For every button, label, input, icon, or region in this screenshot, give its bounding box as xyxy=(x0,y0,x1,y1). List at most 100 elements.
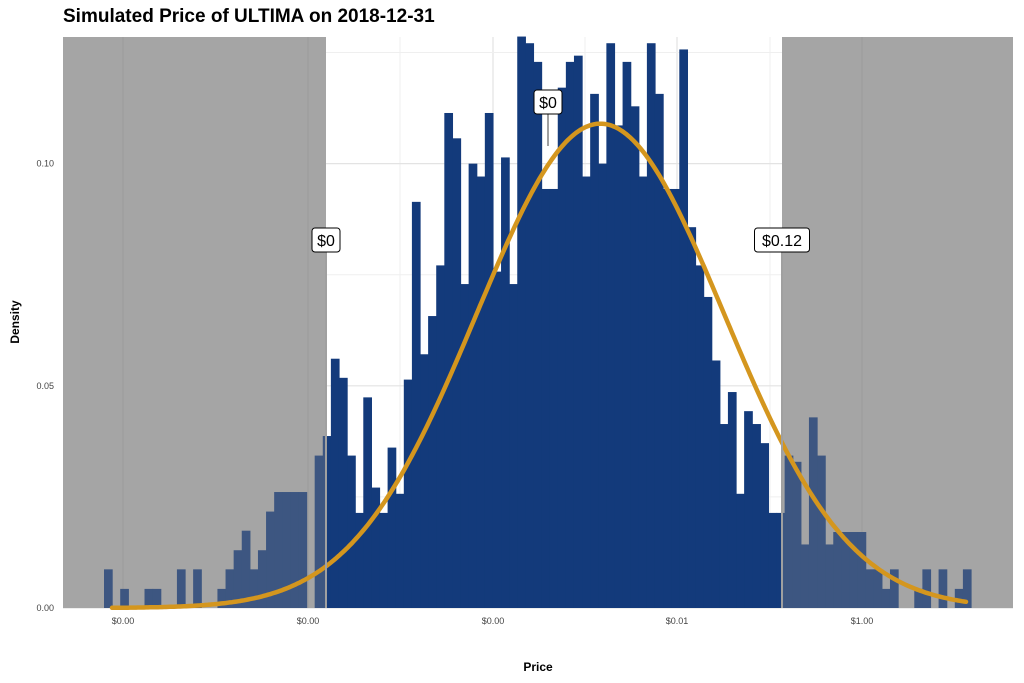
histogram-bar xyxy=(274,492,283,608)
histogram-bar xyxy=(233,550,243,608)
histogram-bar xyxy=(322,436,332,608)
tail-overlays xyxy=(63,37,1013,608)
histogram-bar xyxy=(387,447,397,608)
histogram-bar xyxy=(104,569,113,608)
histogram-bar xyxy=(225,569,235,608)
histogram-bar xyxy=(176,569,186,608)
histogram-bar xyxy=(492,271,502,608)
histogram-bar xyxy=(646,43,656,609)
histogram-bar xyxy=(525,43,535,609)
y-tick-label: 0.10 xyxy=(36,159,54,169)
histogram-bar xyxy=(768,512,778,608)
lower-bound-box xyxy=(311,227,341,253)
histogram-bar xyxy=(403,379,413,608)
histogram-bar xyxy=(541,188,551,608)
histogram-bar xyxy=(865,569,875,608)
histogram-bar xyxy=(444,112,454,608)
histogram-bar xyxy=(800,544,810,608)
lower-bound-text: $0 xyxy=(317,233,335,250)
histogram-bar xyxy=(144,588,154,608)
histogram-bar xyxy=(881,588,891,608)
histogram-bar xyxy=(476,176,486,608)
median-text: $0 xyxy=(539,95,557,112)
histogram-bar xyxy=(727,392,737,608)
histogram-bar xyxy=(573,55,583,609)
histogram-bar xyxy=(241,530,251,608)
histogram-bar xyxy=(606,43,616,609)
histogram-bar xyxy=(379,512,389,608)
x-tick-label: $0.01 xyxy=(666,616,689,626)
x-tick-label: $0.00 xyxy=(482,616,505,626)
histogram-bar xyxy=(314,455,324,608)
histogram-bar xyxy=(371,487,381,608)
histogram-bar xyxy=(638,176,648,608)
histogram-bar xyxy=(719,424,729,608)
histogram-bar xyxy=(282,492,291,608)
histogram-bar xyxy=(501,157,510,608)
histogram-bar xyxy=(598,163,607,608)
x-tick-label: $1.00 xyxy=(851,616,874,626)
lower-tail-overlay xyxy=(63,37,326,608)
histogram-bar xyxy=(744,411,753,608)
histogram-bar xyxy=(671,188,680,608)
histogram-bar xyxy=(557,87,567,609)
histogram-bar xyxy=(517,36,526,608)
histogram-bar xyxy=(428,316,437,608)
histogram-bar xyxy=(825,544,834,608)
histogram-bar xyxy=(468,163,478,608)
histogram-bar xyxy=(914,588,923,608)
histogram-bar xyxy=(509,284,518,608)
upper-bound-label: $0.12 xyxy=(754,227,810,253)
lower-bound-label: $0 xyxy=(311,227,341,253)
histogram-bar xyxy=(752,424,761,608)
histogram-bar xyxy=(298,492,308,608)
y-axis-title: Density xyxy=(8,300,22,344)
histogram-bar xyxy=(962,569,972,608)
histogram-bar xyxy=(565,61,575,609)
histogram-bar xyxy=(193,569,202,608)
histogram-bar xyxy=(808,417,818,608)
histogram-bar xyxy=(817,455,826,608)
histogram-bar xyxy=(857,532,867,608)
upper-bound-box xyxy=(754,227,810,253)
histogram-bar xyxy=(776,512,786,608)
histogram-bar xyxy=(703,296,713,608)
histogram-bars xyxy=(104,36,972,609)
histogram-bar xyxy=(841,532,851,608)
histogram-bar xyxy=(711,360,721,608)
histogram-bar xyxy=(784,455,794,608)
density-curve xyxy=(109,121,969,611)
histogram-bar xyxy=(452,138,462,609)
upper-bound-text: $0.12 xyxy=(762,233,802,250)
x-tick-label: $0.00 xyxy=(297,616,320,626)
histogram-bar xyxy=(257,550,267,608)
histogram-bar xyxy=(687,227,697,608)
histogram-bar xyxy=(363,397,372,608)
x-axis-title: Price xyxy=(523,660,553,674)
histogram-bar xyxy=(833,532,842,608)
histogram-bar xyxy=(484,112,494,608)
histogram-bar xyxy=(395,493,405,608)
histogram-bar xyxy=(695,265,705,608)
median-label: $0 xyxy=(533,89,563,115)
histogram-bar xyxy=(663,188,672,608)
histogram-bar xyxy=(249,569,259,608)
chart-title: Simulated Price of ULTIMA on 2018-12-31 xyxy=(63,6,435,27)
y-tick-label: 0.00 xyxy=(36,603,54,613)
histogram-bar xyxy=(590,93,599,609)
histogram-bar xyxy=(549,188,559,608)
histogram-bar xyxy=(614,125,624,608)
histogram-bar xyxy=(533,61,543,609)
histogram-bar xyxy=(622,61,632,609)
histogram-bar xyxy=(347,455,356,608)
histogram-bar xyxy=(736,493,745,608)
fit-curve-path xyxy=(109,121,969,611)
histogram-bar xyxy=(582,176,591,608)
median-box xyxy=(533,89,563,115)
histogram-bar xyxy=(938,569,948,608)
y-axis-ticks: 0.00 0.05 0.10 xyxy=(36,159,54,613)
histogram-bar xyxy=(873,569,883,608)
histogram-bar xyxy=(120,588,129,608)
histogram-bar xyxy=(436,265,445,608)
histogram-bar xyxy=(266,511,275,608)
